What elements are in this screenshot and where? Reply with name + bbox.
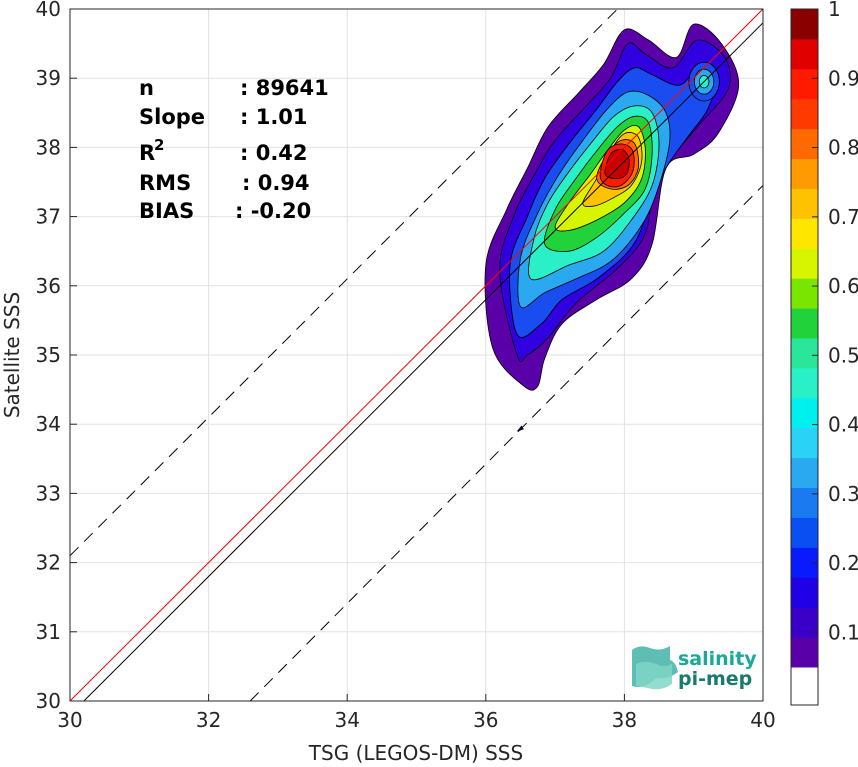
colorbar-segment: [791, 517, 818, 548]
one-to-one-line: [83, 22, 763, 701]
x-tick-label: 30: [57, 708, 82, 732]
logo-wave-icon-layer: [636, 662, 672, 690]
colorbar-tick-label: 0.1: [828, 620, 858, 644]
density-contours: [484, 23, 740, 432]
colorbar-segment: [791, 607, 818, 638]
stat-value: : 1.01: [240, 105, 308, 129]
stat-value: : -0.20: [235, 199, 311, 223]
colorbar-segment: [791, 158, 818, 189]
y-tick-label: 36: [36, 274, 61, 298]
y-tick-label: 37: [36, 205, 61, 229]
y-tick-label: 35: [36, 343, 61, 367]
logo-line1: salinity: [678, 648, 757, 670]
stat-label: RMS: [139, 171, 191, 195]
colorbar-tick-label: 0.7: [828, 205, 858, 229]
stat-value: : 0.42: [240, 141, 308, 165]
colorbar: 0.1 0.2 0.3 0.4 0.5 0.6 0.7 0.8 0.9 1: [790, 0, 858, 706]
colorbar-segment: [791, 98, 818, 130]
reference-lines: [70, 9, 763, 701]
colorbar-segment: [791, 338, 818, 369]
colorbar-segment: [791, 457, 818, 489]
y-tick-label: 38: [36, 135, 61, 159]
x-tick-label: 38: [612, 708, 637, 732]
y-tick-label: 39: [36, 66, 61, 90]
colorbar-tick-label: 0.8: [828, 136, 858, 160]
colorbar-segment: [791, 218, 818, 249]
stat-label: n: [139, 76, 154, 100]
lower-bound-line: [249, 185, 763, 701]
y-tick-label: 30: [36, 689, 61, 713]
colorbar-white-segment: [791, 667, 818, 705]
x-tick-label: 32: [196, 708, 221, 732]
stat-label: BIAS: [139, 199, 194, 223]
colorbar-segment: [791, 427, 818, 459]
y-tick-label: 31: [36, 620, 61, 644]
regression-line: [70, 9, 763, 701]
x-tick-label: 36: [473, 708, 498, 732]
colorbar-segment: [791, 278, 818, 309]
y-tick-label: 32: [36, 551, 61, 575]
colorbar-tick-label: 0.2: [828, 551, 858, 575]
y-axis-ticks: 30 31 32 33 34 35 36 37 38 39 40: [36, 0, 77, 713]
salinity-pi-mep-logo: salinity pi-mep: [632, 646, 757, 690]
colorbar-segment: [791, 547, 818, 578]
upper-bound-line: [70, 9, 619, 557]
colorbar-segment: [791, 38, 818, 70]
colorbar-tick-label: 1: [828, 0, 841, 21]
colorbar-tick-label: 0.6: [828, 274, 858, 298]
colorbar-segment: [791, 577, 818, 608]
colorbar-segment: [791, 397, 818, 429]
stat-value: : 89641: [240, 76, 329, 100]
colorbar-segment: [791, 367, 818, 399]
colorbar-segment: [791, 637, 818, 668]
colorbar-tick-label: 0.5: [828, 343, 858, 367]
x-tick-label: 34: [334, 708, 359, 732]
stats-box: n : 89641 Slope : 1.01 R2 : 0.42 RMS : 0.94 BIAS…: [139, 76, 329, 223]
x-tick-label: 40: [750, 708, 775, 732]
colorbar-tick-label: 0.4: [828, 413, 858, 437]
stat-label: Slope: [139, 105, 205, 129]
y-tick-label: 33: [36, 481, 61, 505]
colorbar-segment: [791, 68, 818, 100]
colorbar-segment: [791, 128, 818, 160]
colorbar-segment: [791, 487, 818, 518]
stat-label: R: [139, 141, 155, 165]
logo-line2: pi-mep: [678, 668, 752, 690]
y-tick-label: 40: [36, 0, 61, 21]
x-axis-label: TSG (LEGOS-DM) SSS: [308, 741, 523, 765]
colorbar-tick-label: 0.9: [828, 66, 858, 90]
colorbar-segment: [791, 248, 818, 279]
colorbar-segment: [791, 308, 818, 339]
colorbar-segment: [791, 188, 818, 219]
y-axis-label: Satellite SSS: [0, 292, 24, 418]
colorbar-frame: [790, 8, 819, 706]
y-tick-label: 34: [36, 412, 61, 436]
stat-value: : 0.94: [242, 171, 310, 195]
colorbar-segment: [791, 9, 818, 40]
stat-label-superscript: 2: [154, 136, 164, 154]
contour-level-0.95: [604, 148, 630, 179]
colorbar-tick-label: 0.3: [828, 482, 858, 506]
x-axis-ticks: 30 32 34 36 38 40: [57, 694, 776, 732]
